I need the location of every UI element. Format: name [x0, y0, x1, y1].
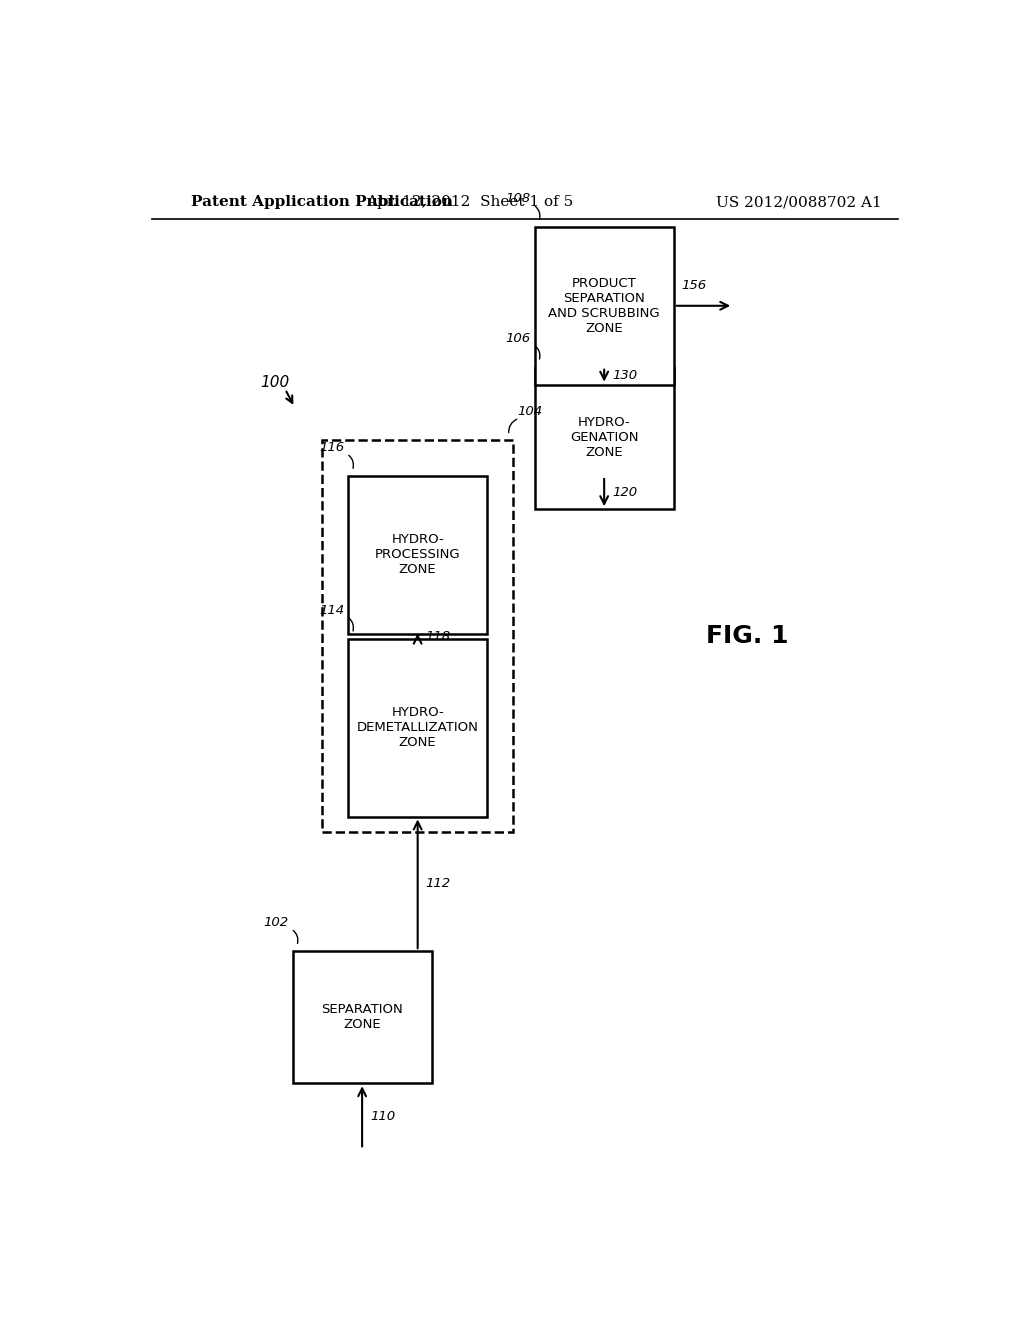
Text: 108: 108 — [506, 191, 530, 205]
Bar — [348, 477, 487, 634]
Text: 110: 110 — [370, 1110, 395, 1123]
Text: 130: 130 — [612, 370, 637, 383]
Text: 104: 104 — [517, 405, 542, 418]
Bar — [323, 441, 513, 832]
Bar — [293, 952, 431, 1084]
Text: 114: 114 — [319, 603, 344, 616]
Text: HYDRO-
PROCESSING
ZONE: HYDRO- PROCESSING ZONE — [375, 533, 461, 577]
Text: HYDRO-
GENATION
ZONE: HYDRO- GENATION ZONE — [570, 416, 638, 459]
Text: 118: 118 — [426, 630, 451, 643]
Text: 106: 106 — [506, 331, 530, 345]
Text: 120: 120 — [612, 486, 637, 499]
Text: 102: 102 — [263, 916, 289, 929]
Text: US 2012/0088702 A1: US 2012/0088702 A1 — [716, 195, 882, 209]
Bar — [535, 227, 674, 384]
Text: Patent Application Publication: Patent Application Publication — [191, 195, 454, 209]
Bar — [348, 639, 487, 817]
Bar — [535, 367, 674, 510]
Text: 116: 116 — [319, 441, 344, 454]
Text: 112: 112 — [426, 878, 451, 891]
Text: Apr. 12, 2012  Sheet 1 of 5: Apr. 12, 2012 Sheet 1 of 5 — [366, 195, 572, 209]
Text: 100: 100 — [260, 375, 290, 389]
Text: 156: 156 — [682, 279, 707, 292]
Text: SEPARATION
ZONE: SEPARATION ZONE — [322, 1003, 403, 1031]
Text: HYDRO-
DEMETALLIZATION
ZONE: HYDRO- DEMETALLIZATION ZONE — [356, 706, 478, 748]
Text: PRODUCT
SEPARATION
AND SCRUBBING
ZONE: PRODUCT SEPARATION AND SCRUBBING ZONE — [548, 277, 660, 335]
Text: FIG. 1: FIG. 1 — [706, 624, 788, 648]
